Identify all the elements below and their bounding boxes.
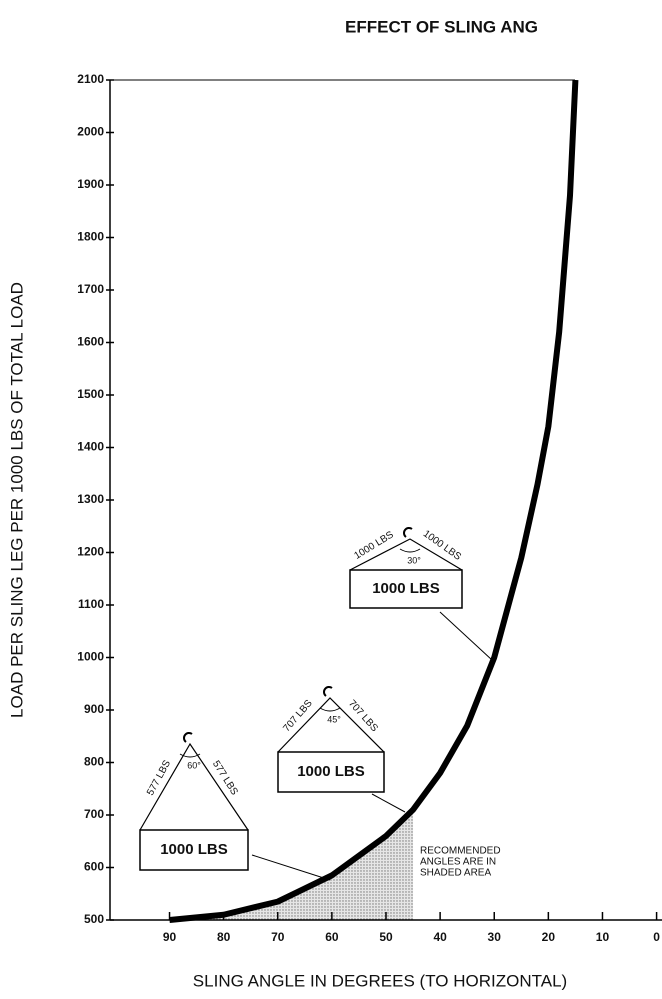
angle-label: 45° <box>327 714 341 724</box>
x-tick-label: 20 <box>542 930 556 944</box>
y-tick-label: 900 <box>84 702 104 716</box>
load-label: 1000 LBS <box>372 580 440 597</box>
x-tick-label: 40 <box>433 930 447 944</box>
load-curve <box>169 79 579 923</box>
y-tick-label: 600 <box>84 860 104 874</box>
sling-load: 577 LBS <box>210 759 240 798</box>
angle-label: 60° <box>187 760 201 770</box>
angle-arc <box>319 707 341 712</box>
x-tick-label: 50 <box>379 930 393 944</box>
y-tick-label: 1400 <box>77 440 104 454</box>
x-tick-label: 60 <box>325 930 339 944</box>
pointer <box>371 793 406 813</box>
hook <box>403 527 413 538</box>
angle-arc <box>179 753 201 758</box>
y-axis-label: LOAD PER SLING LEG PER 1000 LBS OF TOTAL… <box>7 282 26 718</box>
y-tick-label: 500 <box>84 912 104 926</box>
y-tick-label: 1300 <box>77 492 104 506</box>
hook <box>323 686 333 697</box>
note: ANGLES ARE IN <box>420 857 496 868</box>
y-tick-label: 1100 <box>78 597 104 611</box>
x-tick-label: 10 <box>596 930 610 944</box>
sling-load: 707 LBS <box>346 698 380 734</box>
load-box <box>277 751 385 793</box>
x-tick-label: 70 <box>271 930 285 944</box>
sling <box>139 742 249 831</box>
sling-load: 577 LBS <box>145 758 173 797</box>
sling <box>277 697 385 753</box>
load-label: 1000 LBS <box>297 763 365 780</box>
y-tick-label: 1700 <box>77 282 104 296</box>
note: RECOMMENDED <box>420 846 501 857</box>
chart-title: EFFECT OF SLING ANG <box>345 17 538 36</box>
x-tick-label: 90 <box>163 930 177 944</box>
pointer <box>251 854 331 881</box>
y-tick-label: 1900 <box>77 177 104 191</box>
x-tick-label: 30 <box>488 930 502 944</box>
y-tick-label: 2100 <box>77 72 104 86</box>
y-tick-label: 1000 <box>77 650 104 664</box>
y-tick-label: 800 <box>84 755 104 769</box>
y-tick-label: 2000 <box>77 125 104 139</box>
x-tick-label: 0 <box>653 930 660 944</box>
x-tick-label: 80 <box>217 930 231 944</box>
pointer <box>439 611 493 661</box>
y-tick-label: 1800 <box>77 230 104 244</box>
shaded-area <box>169 809 414 920</box>
hook <box>183 732 193 743</box>
angle-label: 30° <box>407 555 421 565</box>
y-tick-label: 700 <box>84 807 104 821</box>
x-axis-label: SLING ANGLE IN DEGREES (TO HORIZONTAL) <box>193 971 567 990</box>
sling <box>349 538 463 571</box>
y-tick-label: 1600 <box>77 335 104 349</box>
load-label: 1000 LBS <box>160 841 228 858</box>
load-box <box>139 829 249 871</box>
y-tick-label: 1200 <box>77 545 104 559</box>
load-box <box>349 569 463 609</box>
note: SHADED AREA <box>420 868 491 879</box>
y-tick-label: 1500 <box>77 387 104 401</box>
sling-load: 707 LBS <box>281 698 315 734</box>
angle-arc <box>399 548 421 553</box>
